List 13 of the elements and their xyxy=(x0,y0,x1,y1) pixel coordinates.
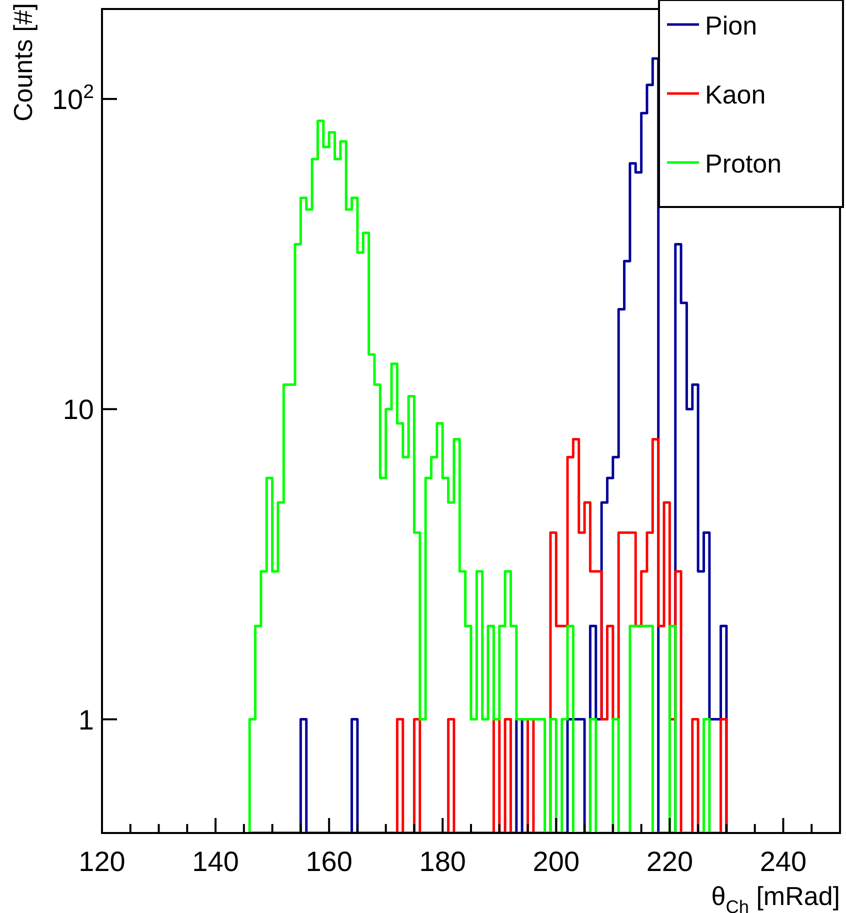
legend-label: Pion xyxy=(705,10,758,40)
x-tick-label: 160 xyxy=(306,846,352,877)
x-tick-label: 240 xyxy=(760,846,807,877)
legend-label: Kaon xyxy=(705,80,766,110)
x-tick-label: 180 xyxy=(419,846,466,877)
x-tick-label: 200 xyxy=(532,846,580,877)
x-tick-label: 140 xyxy=(192,846,239,877)
legend-label: Proton xyxy=(705,148,782,178)
x-tick-label: 120 xyxy=(78,846,126,877)
x-tick-label: 220 xyxy=(646,846,694,877)
y-tick-label: 1 xyxy=(78,704,94,736)
y-axis-title: Counts [#] xyxy=(8,2,38,122)
y-tick-label: 10 xyxy=(62,394,94,426)
